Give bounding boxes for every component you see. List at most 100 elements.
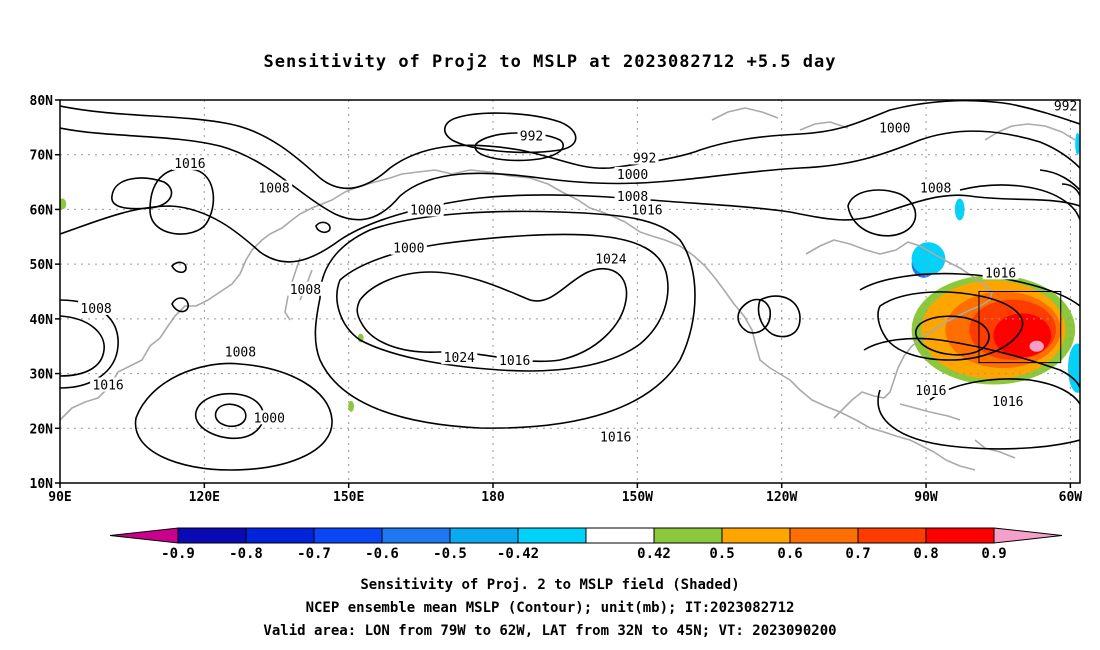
contour-line [863,337,1080,389]
mslp-contours [60,100,1080,471]
sensitivity-region [348,400,354,412]
contour-line [171,221,331,313]
colorbar-label: 0.9 [981,546,1006,562]
contour-line [474,132,564,162]
sensitivity-region [60,198,67,210]
colorbar-box [449,527,519,544]
y-tick-label: 10N [30,477,54,492]
axis-ticks: 10N 20N 30N 40N 50N 60N 70N 80N 90E 120E 150E 180 15… [30,94,1083,505]
colorbar-box [313,527,383,544]
contour-line [214,403,247,428]
colorbar-label: 0.42 [637,546,671,562]
contour-line [149,167,215,235]
colorbar-box [245,527,315,544]
x-tick-label: 120W [766,490,797,505]
map-plot-area: 992 992 992 1000 1000 1000 1000 1000 1008 1008 100… [30,94,1083,505]
contour-label: 1016 [92,379,123,394]
colorbar-upper-arrow [993,527,1063,544]
north-america-east-coast [805,239,993,419]
contour-label-bg [912,382,949,397]
colorbar-box [517,527,587,544]
colorbar: -0.9 -0.8 -0.7 -0.6 -0.5 -0.42 0.42 0.5 0.6 0.7 0.… [109,527,1063,562]
contour-labels: 992 992 992 1000 1000 1000 1000 1000 1008 1008 100… [78,100,1080,445]
colorbar-label: 0.7 [845,546,870,562]
contour-label-bg [597,429,634,444]
colorbar-label: 0.6 [777,546,802,562]
x-tick-label: 60W [1059,490,1083,505]
colorbar-box [721,527,791,544]
caribbean-coast [899,403,1016,459]
footnote-line-3: Valid area: LON from 79W to 62W, LAT fro… [263,623,836,639]
contour-label: 1008 [225,346,256,361]
contour-label-bg [251,410,288,425]
colorbar-box [381,527,451,544]
contour-label-bg [982,265,1019,280]
contour-line [847,189,917,237]
map-background [60,100,1080,483]
contour-label-bg [1051,100,1080,113]
greenland-coast [984,123,1076,141]
contour-line [356,267,628,363]
y-tick-label: 30N [30,368,54,383]
contour-label-bg [614,188,651,203]
contour-line [444,112,577,154]
map-frame [59,99,1081,484]
coastlines [60,107,1076,471]
contour-label-bg [496,352,533,367]
contour-line [111,177,173,210]
contour-label: 1000 [254,411,285,426]
contour-label-bg [222,344,259,359]
contour-label: 1024 [444,351,475,366]
contour-label-bg [989,393,1026,408]
map-title: Sensitivity of Proj2 to MSLP at 20230827… [264,52,837,72]
contour-label: 1016 [499,354,530,369]
contour-label: 1016 [631,203,662,218]
contour-label-bg [78,300,115,315]
x-tick-label: 150E [333,490,364,505]
contour-label: 992 [520,130,543,145]
colorbar-label: 0.8 [913,546,938,562]
x-tick-label: 120E [189,490,220,505]
x-tick-label: 90E [48,490,71,505]
contour-label: 1016 [992,395,1023,410]
y-tick-label: 80N [30,94,54,109]
contour-line [60,315,105,377]
colorbar-label: -0.6 [365,546,399,562]
contour-label: 1008 [290,283,321,298]
contour-line [914,315,990,356]
contour-line [60,127,1080,221]
footnote-line-2: NCEP ensemble mean MSLP (Contour); unit(… [306,600,795,616]
contour-label: 1000 [393,242,424,257]
contour-label-bg [441,350,478,365]
contour-line [929,378,1080,405]
contour-line [60,100,1080,190]
contour-label: 1008 [258,182,289,197]
contour-label: 1008 [80,302,111,317]
contour-line [336,233,669,372]
valid-area-box [978,291,1062,364]
contour-label: 1016 [174,157,205,172]
contour-label-bg [171,155,208,170]
contour-line [757,295,801,338]
colorbar-box [585,527,655,544]
contour-label: 1016 [600,430,631,445]
y-tick-label: 70N [30,149,54,164]
colorbar-label: 0.5 [709,546,734,562]
contour-label-bg [407,202,444,217]
colorbar-box [177,527,247,544]
contour-label-bg [630,150,659,165]
contour-label-bg [90,377,127,392]
colorbar-label: -0.5 [433,546,467,562]
contour-label-bg [390,240,427,255]
sensitivity-shading [60,132,1080,412]
contour-label: 1008 [617,190,648,205]
x-tick-label: 90W [914,490,938,505]
sensitivity-region [954,198,965,221]
asia-coast [60,169,626,421]
contour-line [877,389,1080,450]
y-tick-label: 60N [30,203,54,218]
contour-label-bg [256,180,293,195]
colorbar-label: -0.42 [497,546,539,562]
colorbar-box [789,527,859,544]
